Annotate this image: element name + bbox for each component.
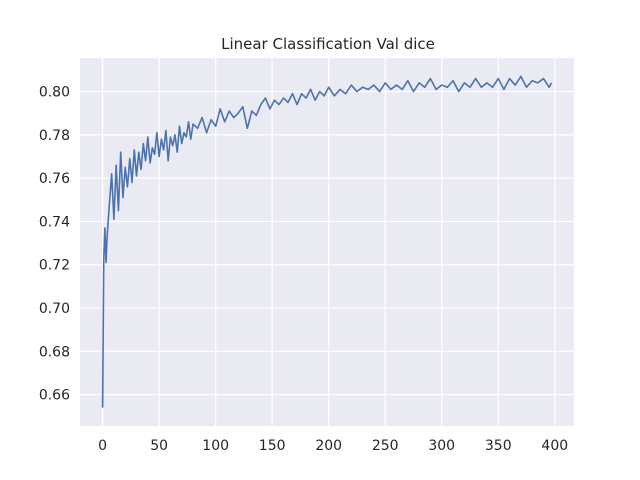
- y-tick-label: 0.78: [39, 128, 70, 144]
- x-tick-label: 350: [485, 438, 512, 454]
- x-tick-label: 400: [541, 438, 568, 454]
- series-layer: [101, 75, 553, 408]
- x-tick-label: 0: [98, 438, 107, 454]
- x-tick-label: 300: [428, 438, 455, 454]
- y-tick-label: 0.70: [39, 301, 70, 317]
- y-axis-ticks: 0.66 0.68 0.70 0.72 0.74 0.76 0.78 0.80: [39, 85, 70, 404]
- x-tick-label: 50: [150, 438, 168, 454]
- plot-area: [80, 58, 574, 426]
- y-tick-label: 0.80: [39, 85, 70, 101]
- y-tick-label: 0.76: [39, 171, 70, 187]
- x-tick-label: 150: [259, 438, 286, 454]
- series-line-0: [101, 75, 553, 408]
- x-tick-label: 250: [372, 438, 399, 454]
- y-tick-label: 0.68: [39, 344, 70, 360]
- y-tick-label: 0.72: [39, 258, 70, 274]
- x-axis-ticks: 0 50 100 150 200 250 300 350 400: [98, 438, 568, 454]
- y-tick-label: 0.66: [39, 388, 70, 404]
- chart-title: Linear Classification Val dice: [221, 35, 435, 53]
- x-tick-label: 100: [202, 438, 229, 454]
- y-tick-label: 0.74: [39, 214, 70, 230]
- x-tick-label: 200: [315, 438, 342, 454]
